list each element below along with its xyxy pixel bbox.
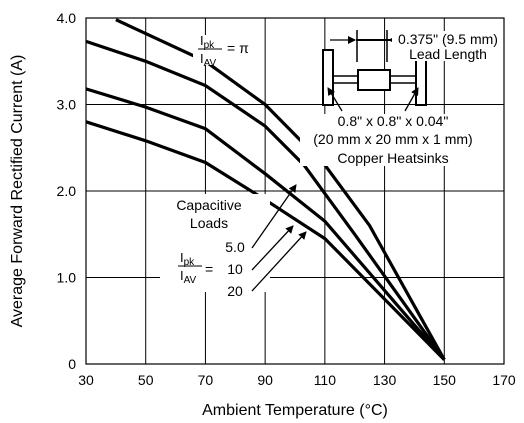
series-line [85, 87, 446, 361]
series-line [85, 39, 446, 361]
arrow-load-20 [251, 231, 307, 292]
y-tick-label: 3.0 [57, 97, 77, 113]
load-label-20: 20 [227, 283, 243, 299]
heatsink-size-in: 0.8" x 0.8" x 0.04" [338, 113, 449, 129]
heatsink-size-mm: (20 mm x 20 mm x 1 mm) [313, 131, 472, 147]
svg-text:Ipk: Ipk [180, 250, 195, 268]
ratio-denominator-sub: AV [204, 58, 217, 69]
ratio-pi-label: Ipk IAV = π [193, 33, 253, 69]
ratio-numerator: I [200, 33, 204, 48]
grid [86, 18, 504, 364]
x-tick-label: 90 [257, 372, 273, 388]
ticks-layer: 30 50 70 90 110 130 150 170 0 1.0 2.0 3.0 4.0 [57, 10, 516, 388]
x-tick-label: 130 [373, 372, 397, 388]
series-line [85, 120, 446, 361]
arrow-load-5 [251, 184, 297, 249]
heatsink-label: Copper Heatsinks [337, 150, 448, 166]
load-label-10: 10 [227, 261, 243, 277]
y-tick-label: 0 [68, 356, 76, 372]
load-label-5: 5.0 [225, 239, 245, 255]
y-tick-label: 4.0 [57, 10, 77, 26]
x-tick-label: 110 [314, 372, 337, 388]
x-tick-label: 30 [78, 372, 94, 388]
loads-label: Loads [190, 215, 228, 231]
series-layer [85, 18, 446, 361]
pi-value: = π [227, 40, 249, 56]
y-axis-title: Average Forward Rectified Current (A) [9, 55, 26, 328]
series-line [115, 18, 446, 361]
ratio-numerator-sub: pk [204, 40, 216, 51]
y-tick-label: 1.0 [57, 270, 77, 286]
x-axis-title: Ambient Temperature (°C) [202, 402, 388, 419]
arrow-load-10 [251, 225, 294, 271]
svg-text:Ipk: Ipk [200, 33, 215, 51]
x-tick-label: 170 [492, 372, 516, 388]
y-tick-label: 2.0 [57, 183, 77, 199]
x-tick-label: 150 [433, 372, 457, 388]
capacitive-loads-legend: Capacitive Loads Ipk IAV = 5.0 10 20 [160, 194, 270, 299]
plot-frame [85, 17, 505, 365]
lead-length-value: 0.375" (9.5 mm) [398, 31, 498, 47]
capacitive-label: Capacitive [176, 197, 242, 213]
ratio-denominator: I [200, 51, 204, 66]
svg-text:IAV: IAV [180, 268, 197, 286]
svg-text:IAV: IAV [200, 51, 217, 69]
lead-length-label: Lead Length [409, 46, 487, 62]
ratio-eq-sign: = [205, 261, 213, 277]
lead-diagram [322, 30, 427, 112]
x-tick-label: 50 [138, 372, 154, 388]
x-tick-label: 70 [198, 372, 214, 388]
